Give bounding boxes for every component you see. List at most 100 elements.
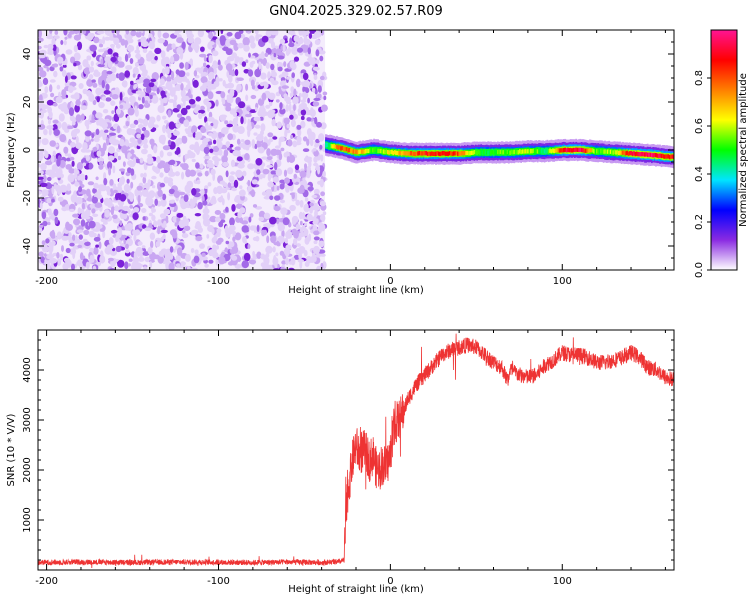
noise-blob bbox=[150, 240, 154, 249]
noise-blob bbox=[105, 97, 112, 102]
noise-blob bbox=[318, 222, 324, 228]
noise-blob bbox=[115, 108, 121, 115]
noise-blob bbox=[279, 238, 282, 243]
noise-blob bbox=[150, 59, 157, 64]
noise-blob bbox=[247, 163, 255, 170]
noise-blob bbox=[320, 191, 325, 197]
noise-blob bbox=[266, 148, 271, 157]
signal-cell bbox=[644, 152, 646, 157]
signal-cell bbox=[334, 144, 337, 149]
noise-blob bbox=[218, 148, 223, 156]
noise-blob bbox=[47, 263, 51, 270]
noise-blob bbox=[184, 128, 189, 132]
noise-blob bbox=[38, 37, 44, 43]
noise-blob bbox=[220, 30, 224, 35]
noise-blob bbox=[191, 158, 196, 163]
signal-cell bbox=[385, 149, 388, 154]
noise-blob bbox=[259, 82, 265, 87]
noise-blob bbox=[151, 214, 156, 221]
noise-blob bbox=[286, 156, 290, 163]
signal-cell bbox=[386, 150, 389, 155]
noise-blob bbox=[149, 40, 153, 47]
signal-cell bbox=[568, 148, 571, 153]
noise-blob bbox=[279, 183, 285, 190]
noise-blob bbox=[175, 123, 181, 129]
signal-cell bbox=[503, 150, 506, 155]
noise-blob bbox=[183, 225, 191, 231]
signal-cell bbox=[593, 149, 595, 154]
signal-cell bbox=[508, 150, 510, 155]
noise-blob bbox=[254, 107, 258, 112]
noise-blob bbox=[165, 81, 173, 90]
signal-cell bbox=[560, 148, 562, 153]
signal-cell bbox=[642, 152, 645, 157]
noise-blob bbox=[68, 107, 75, 116]
noise-blob bbox=[61, 235, 69, 241]
noise-blob bbox=[110, 229, 118, 234]
noise-blob bbox=[250, 94, 257, 100]
noise-blob bbox=[39, 201, 43, 210]
noise-blob bbox=[45, 238, 50, 244]
noise-blob bbox=[53, 183, 57, 190]
noise-blob bbox=[318, 240, 325, 248]
noise-blob bbox=[67, 33, 72, 38]
noise-blob bbox=[242, 170, 247, 177]
noise-blob bbox=[323, 95, 327, 101]
noise-blob bbox=[302, 72, 309, 81]
noise-blob bbox=[157, 219, 162, 227]
noise-blob bbox=[137, 241, 143, 246]
noise-blob bbox=[73, 218, 81, 226]
noise-blob bbox=[270, 63, 275, 71]
noise-blob bbox=[236, 77, 244, 81]
noise-blob bbox=[72, 234, 76, 241]
noise-blob bbox=[156, 87, 160, 95]
noise-blob bbox=[61, 89, 67, 98]
noise-blob bbox=[69, 156, 75, 161]
noise-blob bbox=[293, 35, 300, 42]
y-tick-label: 0 bbox=[22, 147, 33, 153]
noise-blob bbox=[242, 117, 247, 125]
noise-blob bbox=[243, 69, 250, 74]
noise-blob bbox=[237, 163, 245, 169]
noise-blob bbox=[208, 249, 216, 256]
signal-cell bbox=[607, 149, 609, 154]
noise-blob bbox=[109, 179, 114, 186]
noise-blob bbox=[101, 80, 106, 89]
noise-blob bbox=[70, 141, 76, 148]
noise-blob bbox=[151, 208, 156, 213]
noise-blob bbox=[61, 121, 68, 131]
noise-blob bbox=[199, 243, 205, 249]
noise-blob bbox=[136, 133, 142, 139]
noise-blob bbox=[56, 186, 62, 195]
noise-blob bbox=[137, 249, 140, 257]
noise-blob bbox=[172, 53, 180, 62]
noise-blob bbox=[113, 189, 118, 194]
noise-blob bbox=[74, 169, 80, 175]
noise-blob bbox=[173, 94, 178, 102]
noise-blob bbox=[163, 165, 170, 174]
noise-blob bbox=[308, 131, 316, 140]
noise-blob bbox=[313, 74, 318, 81]
noise-blob bbox=[39, 82, 43, 87]
noise-blob bbox=[240, 116, 244, 125]
signal-cell bbox=[662, 153, 664, 158]
noise-blob bbox=[137, 137, 142, 145]
noise-blob bbox=[44, 59, 52, 66]
noise-blob bbox=[296, 78, 301, 88]
noise-blob bbox=[133, 207, 140, 213]
noise-blob bbox=[127, 167, 132, 174]
noise-blob bbox=[276, 121, 282, 129]
noise-blob bbox=[284, 237, 289, 244]
noise-blob bbox=[154, 198, 158, 206]
noise-blob bbox=[114, 205, 119, 212]
signal-cell bbox=[355, 149, 357, 154]
noise-blob bbox=[244, 139, 251, 145]
noise-blob bbox=[134, 62, 139, 68]
noise-blob bbox=[195, 131, 203, 140]
noise-blob bbox=[167, 132, 172, 139]
noise-blob bbox=[302, 148, 310, 153]
noise-blob bbox=[83, 67, 91, 75]
noise-blob bbox=[160, 90, 166, 97]
noise-blob bbox=[239, 189, 246, 197]
noise-blob bbox=[160, 50, 166, 59]
